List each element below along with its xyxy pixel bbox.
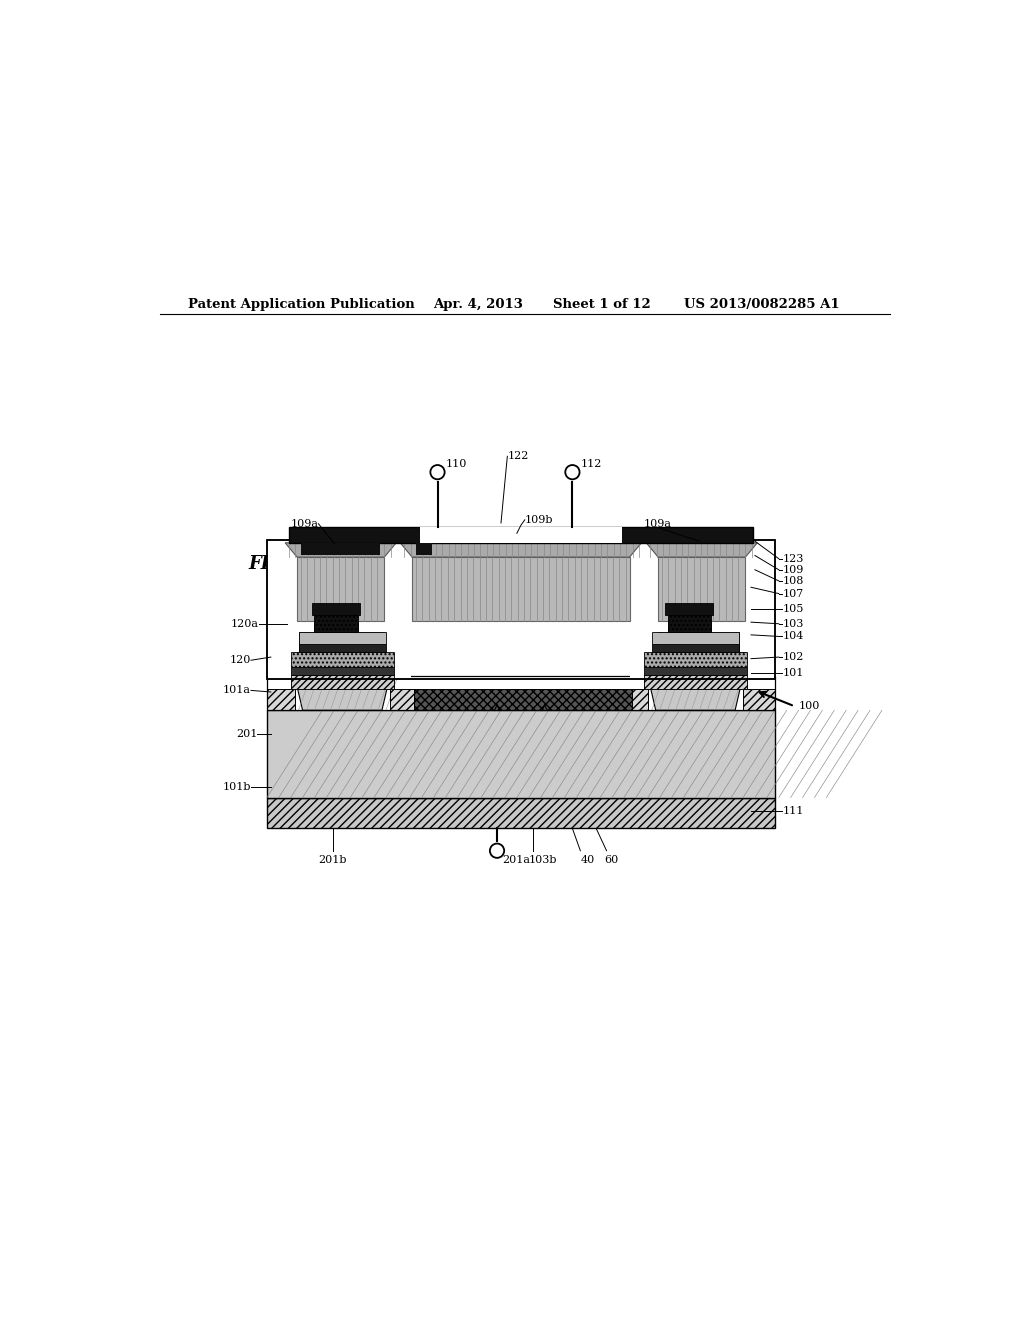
Bar [291, 667, 394, 675]
Text: 103: 103 [782, 619, 804, 628]
Bar [267, 676, 775, 710]
Bar [267, 540, 775, 678]
Text: 112: 112 [581, 459, 602, 469]
Bar [297, 557, 384, 620]
Text: 102: 102 [782, 652, 804, 663]
Text: 109a: 109a [644, 519, 672, 529]
Bar [666, 603, 713, 615]
Bar [652, 632, 739, 644]
Text: 40: 40 [581, 855, 595, 866]
Bar [312, 603, 359, 615]
Bar [416, 543, 432, 554]
Text: Apr. 4, 2013: Apr. 4, 2013 [433, 298, 523, 312]
Polygon shape [648, 676, 743, 710]
Bar [314, 615, 358, 632]
Text: FIG.1A: FIG.1A [249, 554, 317, 573]
Bar [385, 556, 412, 677]
Text: 110: 110 [445, 459, 467, 469]
Bar [289, 527, 754, 543]
Bar [658, 557, 745, 620]
Bar [267, 556, 297, 677]
Text: 108: 108 [782, 576, 804, 586]
Bar [644, 667, 748, 675]
Bar [644, 675, 748, 689]
Bar [746, 556, 774, 677]
Polygon shape [646, 543, 758, 557]
Text: 107: 107 [782, 589, 804, 598]
Bar [291, 652, 394, 667]
Bar [743, 689, 775, 710]
Text: 109: 109 [782, 565, 804, 574]
Text: 111: 111 [782, 807, 804, 816]
Polygon shape [400, 543, 641, 557]
Bar [267, 540, 775, 678]
Text: 109b: 109b [524, 515, 553, 525]
Bar [652, 644, 739, 652]
Text: 100: 100 [799, 701, 820, 711]
Bar [299, 644, 386, 652]
Text: 101b: 101b [222, 783, 251, 792]
Text: 103b: 103b [528, 855, 557, 866]
Bar [267, 676, 775, 710]
Bar [644, 652, 748, 667]
Bar [390, 689, 414, 710]
Text: 60: 60 [604, 855, 618, 866]
Bar [312, 603, 359, 615]
Text: 120a: 120a [231, 619, 259, 628]
Bar [299, 632, 386, 644]
Text: 101a: 101a [223, 685, 251, 696]
Bar [668, 615, 712, 632]
Bar [412, 557, 630, 620]
Text: 123: 123 [782, 553, 804, 564]
Text: 201b: 201b [318, 855, 347, 866]
Bar [267, 710, 775, 797]
Bar [267, 540, 774, 677]
Text: Sheet 1 of 12: Sheet 1 of 12 [553, 298, 650, 312]
Bar [299, 632, 386, 644]
Bar [314, 615, 358, 632]
Bar [291, 652, 394, 667]
Bar [652, 632, 739, 644]
Polygon shape [295, 676, 390, 710]
Bar [632, 689, 648, 710]
Text: 104: 104 [782, 631, 804, 642]
Bar [267, 689, 295, 710]
Text: Patent Application Publication: Patent Application Publication [187, 298, 415, 312]
Bar [267, 797, 775, 829]
Text: US 2013/0082285 A1: US 2013/0082285 A1 [684, 298, 839, 312]
Text: 101: 101 [782, 668, 804, 678]
Text: 105: 105 [782, 605, 804, 615]
Bar [420, 527, 622, 543]
Bar [299, 644, 386, 652]
Bar [390, 676, 648, 710]
Polygon shape [285, 543, 396, 557]
Text: 122: 122 [507, 451, 528, 461]
Bar [644, 652, 748, 667]
Bar [666, 603, 713, 615]
Bar [291, 667, 394, 675]
Text: 201a: 201a [502, 855, 529, 866]
Bar [414, 689, 632, 710]
Bar [301, 543, 380, 554]
Bar [644, 667, 748, 675]
Bar [668, 615, 712, 632]
Bar [291, 675, 394, 689]
Text: 201: 201 [236, 729, 257, 739]
Bar [652, 644, 739, 652]
Text: 109a: 109a [291, 519, 318, 529]
Bar [291, 675, 394, 689]
Bar [631, 556, 657, 677]
Bar [644, 675, 748, 689]
Text: 120: 120 [229, 655, 251, 665]
